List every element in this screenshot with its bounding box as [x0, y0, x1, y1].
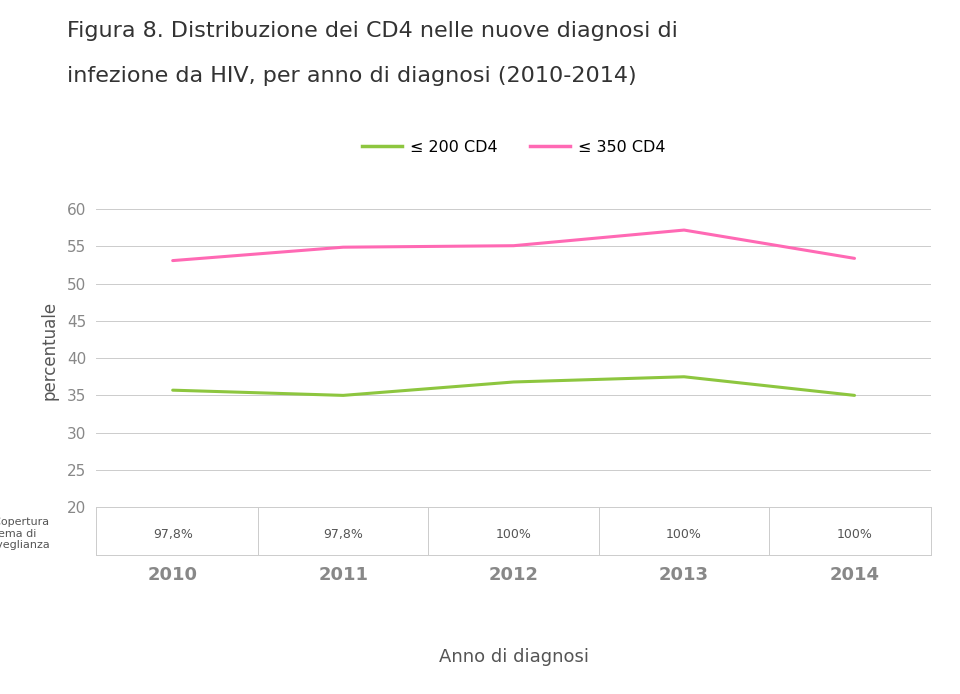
Text: 97,8%: 97,8%	[153, 529, 193, 541]
Text: 97,8%: 97,8%	[324, 529, 363, 541]
Text: infezione da HIV, per anno di diagnosi (2010-2014): infezione da HIV, per anno di diagnosi (…	[67, 66, 636, 86]
Legend: ≤ 200 CD4, ≤ 350 CD4: ≤ 200 CD4, ≤ 350 CD4	[356, 133, 671, 161]
Text: 100%: 100%	[495, 529, 532, 541]
Text: Anno di diagnosi: Anno di diagnosi	[439, 648, 588, 666]
Text: Figura 8. Distribuzione dei CD4 nelle nuove diagnosi di: Figura 8. Distribuzione dei CD4 nelle nu…	[67, 21, 678, 41]
Y-axis label: percentuale: percentuale	[40, 301, 59, 400]
Text: 100%: 100%	[666, 529, 702, 541]
Text: % Copertura
sistema di
sorveglianza: % Copertura sistema di sorveglianza	[0, 517, 50, 550]
Text: 100%: 100%	[836, 529, 873, 541]
